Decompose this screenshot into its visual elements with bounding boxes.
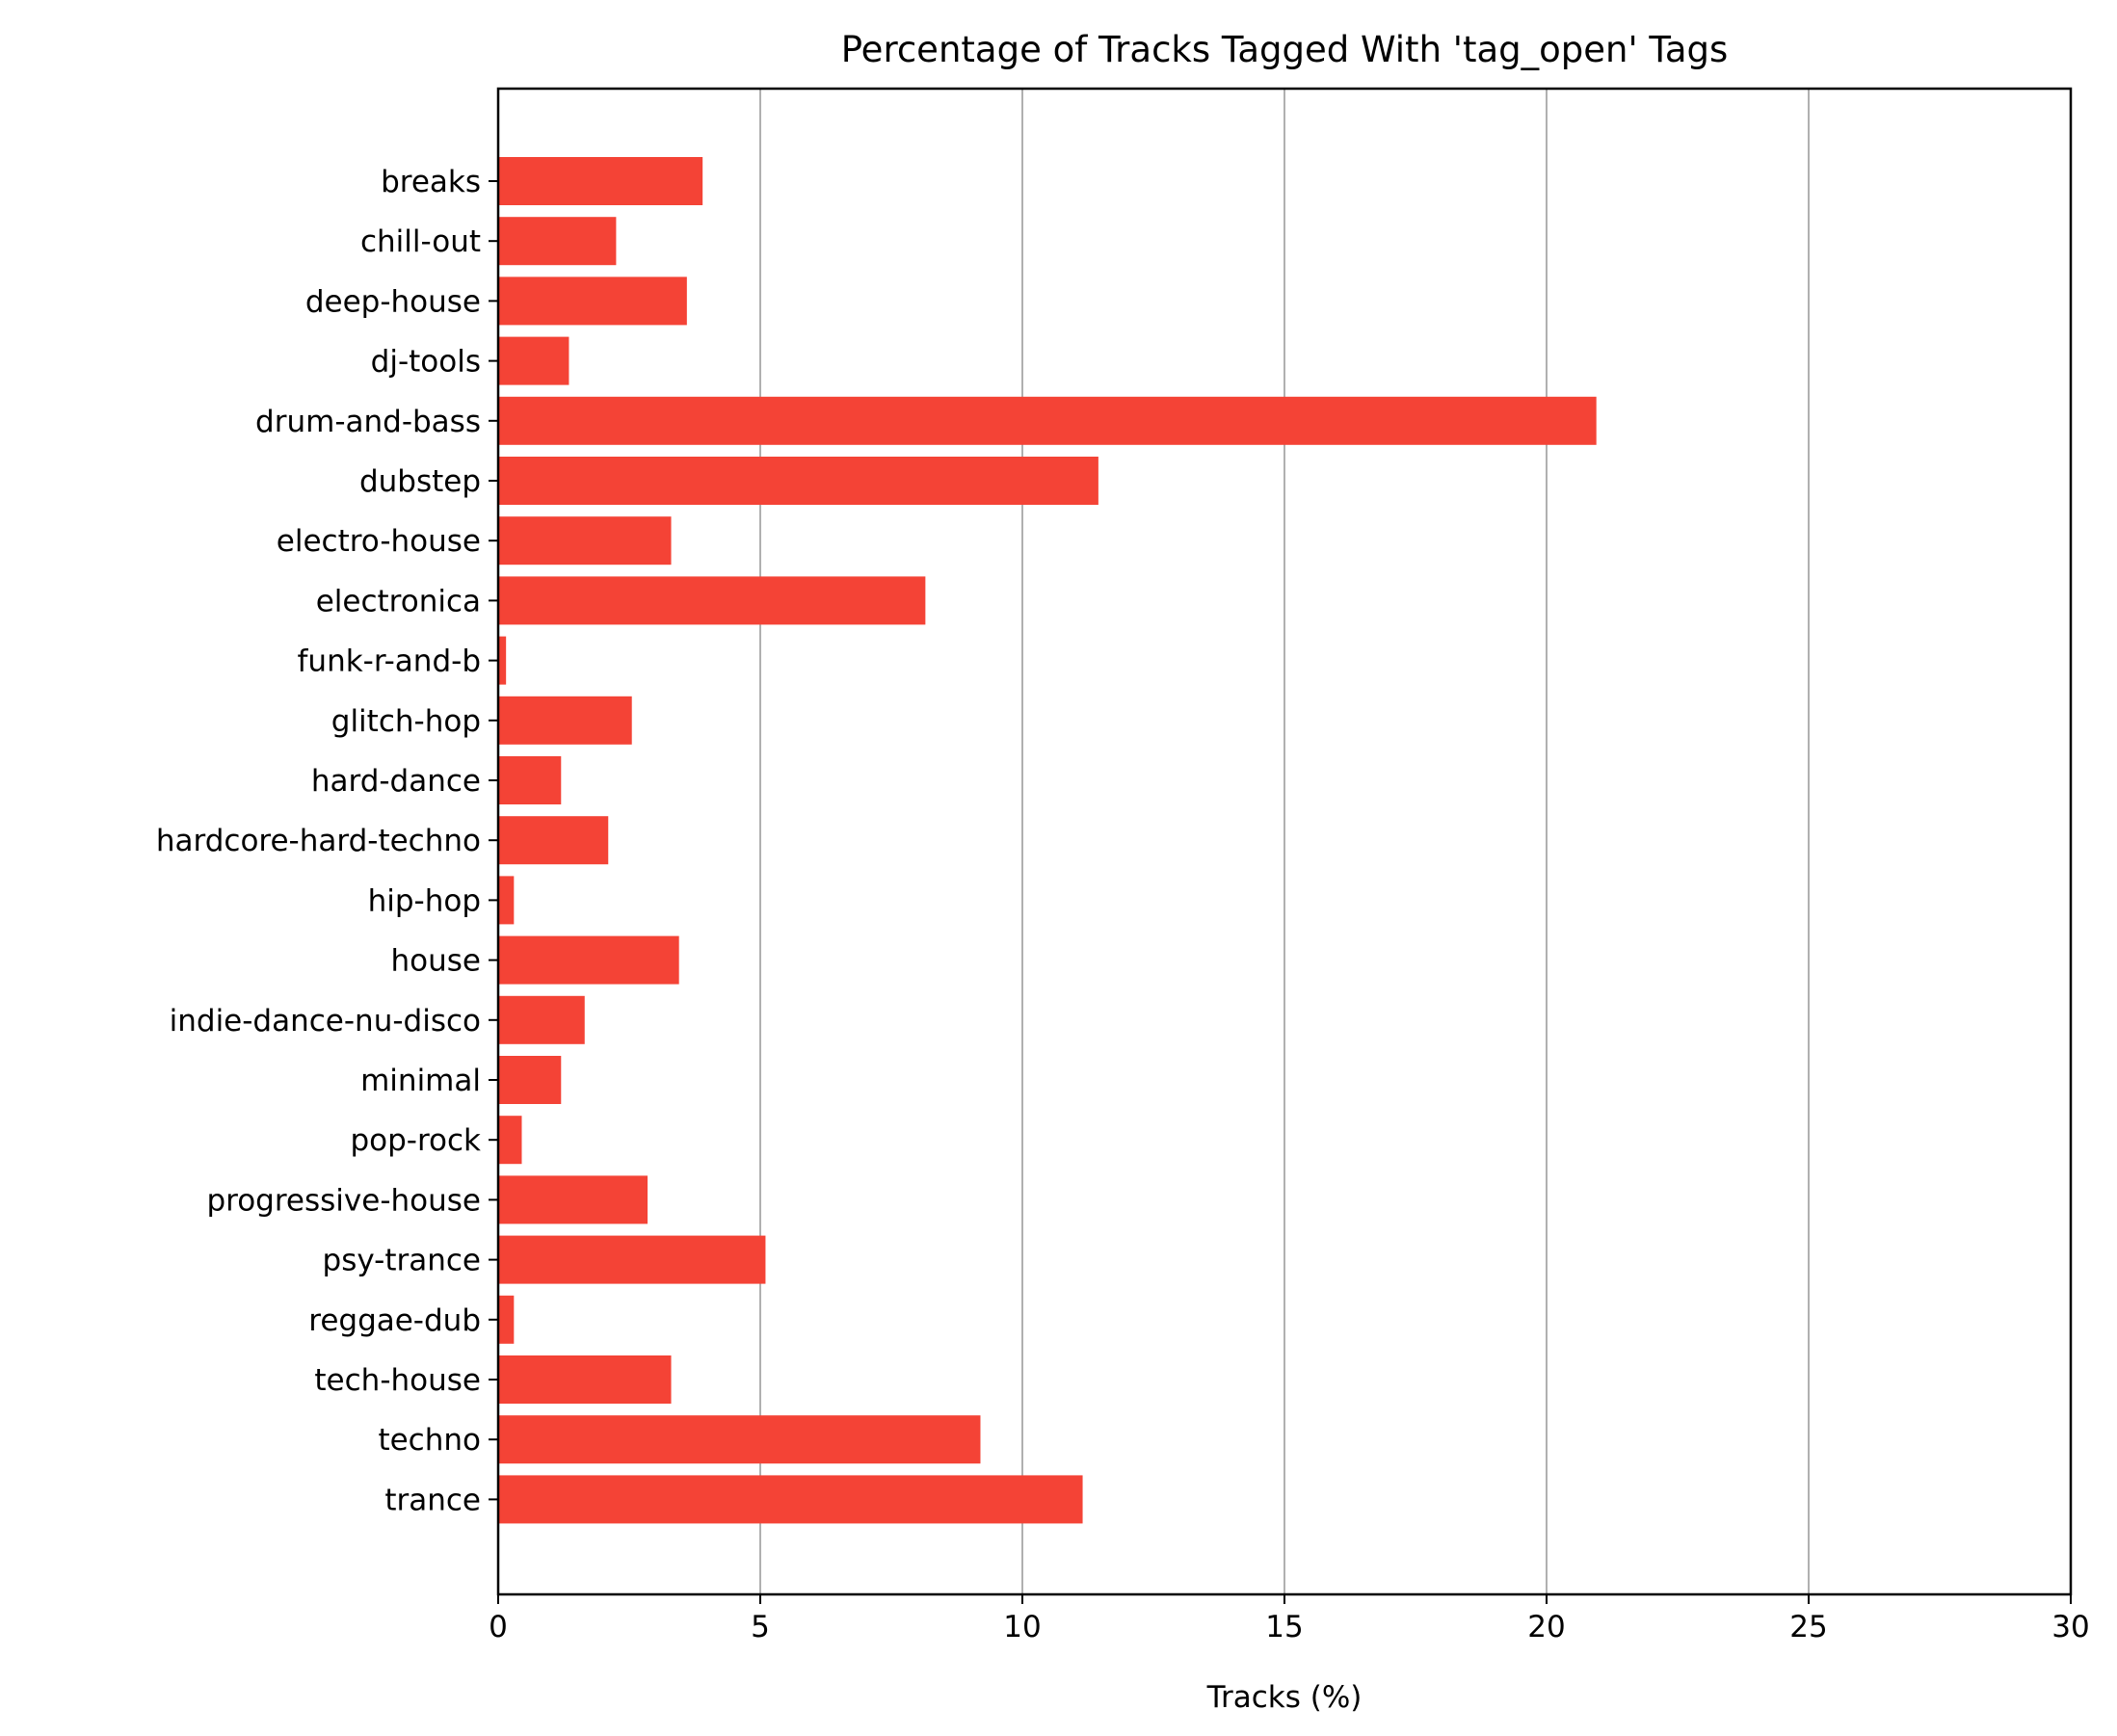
bar xyxy=(498,696,632,745)
bar xyxy=(498,756,562,804)
bar xyxy=(498,1475,1083,1524)
x-tick-label: 10 xyxy=(1003,1610,1041,1644)
bar xyxy=(498,636,507,685)
y-tick-label: chill-out xyxy=(360,224,481,259)
y-tick-label: reggae-dub xyxy=(308,1303,481,1338)
bar xyxy=(498,995,585,1044)
y-tick-label: glitch-hop xyxy=(331,704,481,739)
y-tick-label: techno xyxy=(378,1423,481,1458)
bar xyxy=(498,276,687,326)
bar xyxy=(498,1295,515,1344)
y-tick-label: hip-hop xyxy=(368,883,481,918)
y-tick-label: electro-house xyxy=(277,524,481,559)
bar xyxy=(498,935,679,985)
bar xyxy=(498,457,1098,505)
bar xyxy=(498,516,672,566)
bar xyxy=(498,157,703,205)
bar xyxy=(498,1355,672,1404)
y-tick-label: minimal xyxy=(360,1064,481,1098)
bar xyxy=(498,1116,522,1165)
y-tick-label: progressive-house xyxy=(206,1183,481,1218)
y-tick-label: dj-tools xyxy=(371,345,481,380)
bar xyxy=(498,1175,648,1224)
y-tick-label: dubstep xyxy=(359,464,481,499)
bar xyxy=(498,1235,766,1284)
y-tick-label: deep-house xyxy=(305,284,481,319)
chart-title: Percentage of Tracks Tagged With 'tag_op… xyxy=(841,29,1729,70)
x-tick-label: 15 xyxy=(1265,1610,1303,1644)
bar xyxy=(498,217,617,266)
y-tick-label: hardcore-hard-techno xyxy=(156,824,481,858)
y-tick-label: tech-house xyxy=(314,1363,481,1398)
bar xyxy=(498,576,926,625)
y-tick-label: hard-dance xyxy=(311,764,481,799)
y-tick-label: psy-trance xyxy=(323,1244,481,1278)
x-axis-ticks: 0 5 10 15 20 25 30 xyxy=(489,1594,2090,1644)
bar xyxy=(498,816,609,865)
x-axis-label: Tracks (%) xyxy=(1206,1680,1363,1715)
x-tick-label: 30 xyxy=(2051,1610,2089,1644)
y-axis-ticks: breaks chill-out deep-house dj-tools drum-an… xyxy=(156,165,498,1517)
y-tick-label: house xyxy=(391,944,481,979)
bar xyxy=(498,876,515,925)
bars xyxy=(498,157,1597,1524)
bar xyxy=(498,396,1597,445)
plot-frame xyxy=(496,87,2073,1596)
x-tick-label: 5 xyxy=(751,1610,770,1644)
y-tick-label: trance xyxy=(384,1483,481,1517)
bar xyxy=(498,1415,981,1464)
y-tick-label: drum-and-bass xyxy=(255,405,481,439)
x-tick-label: 25 xyxy=(1789,1610,1827,1644)
bar xyxy=(498,336,569,385)
x-tick-label: 20 xyxy=(1527,1610,1565,1644)
y-tick-label: breaks xyxy=(381,165,481,199)
y-tick-label: indie-dance-nu-disco xyxy=(170,1004,481,1039)
y-tick-label: pop-rock xyxy=(350,1123,481,1158)
x-tick-label: 0 xyxy=(489,1610,508,1644)
bar xyxy=(498,1056,562,1104)
y-tick-label: electronica xyxy=(316,584,481,618)
grid-lines xyxy=(759,89,1810,1594)
y-tick-label: funk-r-and-b xyxy=(298,644,481,679)
